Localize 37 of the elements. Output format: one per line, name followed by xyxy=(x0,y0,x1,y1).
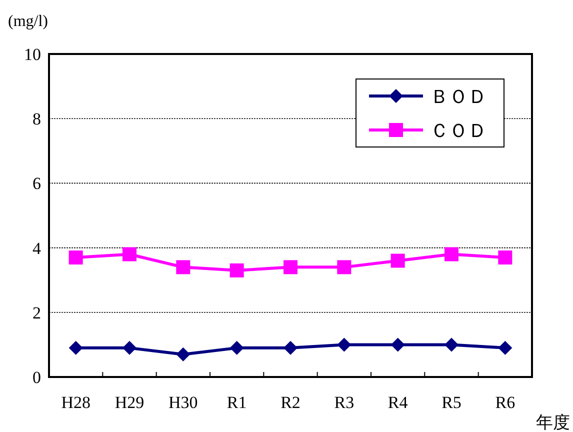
x-tick-label: H30 xyxy=(168,393,198,412)
point xyxy=(337,338,352,352)
y-axis-title: (mg/l) xyxy=(8,13,48,30)
y-tick-label: 8 xyxy=(32,110,41,129)
point xyxy=(498,340,512,355)
y-tick-label: 0 xyxy=(32,368,41,387)
point xyxy=(230,263,244,278)
x-tick-label: H28 xyxy=(61,393,90,412)
x-tick-label: R5 xyxy=(442,393,462,412)
y-tick-label: 4 xyxy=(32,238,42,258)
point xyxy=(122,247,136,262)
x-tick-label: R4 xyxy=(388,393,408,412)
y-tick-label: 6 xyxy=(32,174,41,194)
x-axis-title: 年度 xyxy=(536,413,570,432)
y-tick-label: 10 xyxy=(24,45,41,64)
point xyxy=(284,340,298,355)
legend-label: ＣＯＤ xyxy=(430,121,487,142)
x-tick-label: R2 xyxy=(280,393,300,412)
point xyxy=(68,250,83,264)
x-tick-label: R6 xyxy=(495,393,516,412)
x-tick-label: H29 xyxy=(114,393,144,412)
point xyxy=(390,338,405,352)
point xyxy=(337,260,352,274)
point xyxy=(498,250,512,264)
point xyxy=(176,347,190,362)
y-tick-label: 2 xyxy=(32,303,41,322)
x-tick-label: R3 xyxy=(334,393,354,412)
point xyxy=(284,260,298,274)
point xyxy=(444,338,458,352)
point xyxy=(122,340,136,355)
point xyxy=(444,247,458,262)
point xyxy=(390,254,405,268)
point xyxy=(176,260,190,274)
legend-label: ＢＯＤ xyxy=(430,87,487,108)
x-tick-label: R1 xyxy=(226,393,247,412)
point xyxy=(230,340,244,355)
point xyxy=(68,340,83,355)
